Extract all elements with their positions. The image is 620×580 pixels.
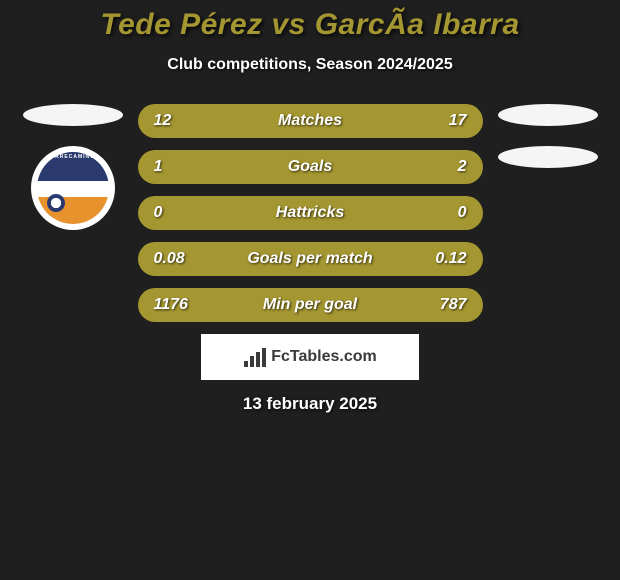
stat-row: 1176 Min per goal 787 xyxy=(138,288,483,322)
date-label: 13 february 2025 xyxy=(138,394,483,414)
player-photo-placeholder-left xyxy=(23,104,123,126)
stat-left-value: 12 xyxy=(154,112,202,130)
stat-left-value: 1 xyxy=(154,158,202,176)
stat-left-value: 1176 xyxy=(154,296,202,314)
attribution-box[interactable]: FcTables.com xyxy=(201,334,419,380)
bar-chart-icon xyxy=(243,347,267,367)
stat-right-value: 2 xyxy=(419,158,467,176)
stat-label: Goals per match xyxy=(247,250,372,268)
stat-left-value: 0.08 xyxy=(154,250,202,268)
stat-row: 1 Goals 2 xyxy=(138,150,483,184)
stat-row: 0 Hattricks 0 xyxy=(138,196,483,230)
content-row: CORRECAMINOS 12 Matches 17 1 Goals 2 0 H… xyxy=(8,104,612,414)
club-badge-placeholder-right xyxy=(498,146,598,168)
subtitle: Club competitions, Season 2024/2025 xyxy=(8,56,612,74)
stats-table: 12 Matches 17 1 Goals 2 0 Hattricks 0 0.… xyxy=(138,104,483,414)
attribution-text: FcTables.com xyxy=(271,348,377,366)
stat-right-value: 787 xyxy=(419,296,467,314)
player-photo-placeholder-right xyxy=(498,104,598,126)
badge-text: CORRECAMINOS xyxy=(46,154,100,160)
comparison-card: Tede Pérez vs GarcÃ­a Ibarra Club compet… xyxy=(0,0,620,422)
stat-label: Matches xyxy=(278,112,342,130)
stat-label: Goals xyxy=(288,158,332,176)
stat-left-value: 0 xyxy=(154,204,202,222)
stat-right-value: 0 xyxy=(419,204,467,222)
stat-row: 12 Matches 17 xyxy=(138,104,483,138)
stat-right-value: 0.12 xyxy=(419,250,467,268)
page-title: Tede Pérez vs GarcÃ­a Ibarra xyxy=(8,8,612,42)
club-badge-left: CORRECAMINOS xyxy=(31,146,115,230)
right-column xyxy=(493,104,603,168)
stat-label: Min per goal xyxy=(263,296,357,314)
stat-right-value: 17 xyxy=(419,112,467,130)
left-column: CORRECAMINOS xyxy=(18,104,128,230)
stat-label: Hattricks xyxy=(276,204,344,222)
stat-row: 0.08 Goals per match 0.12 xyxy=(138,242,483,276)
